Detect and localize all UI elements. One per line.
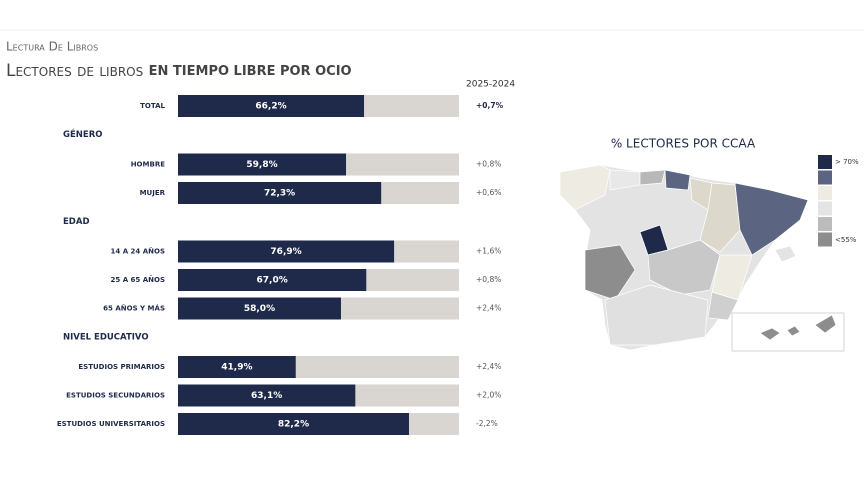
category-label: MUJER: [140, 189, 166, 197]
legend-swatch: [818, 170, 832, 185]
bar: [178, 153, 347, 176]
map-title: % LECTORES POR CCAA: [611, 137, 756, 151]
legend-low: <55%: [835, 236, 857, 244]
value-label: 67,0%: [257, 276, 288, 286]
change-label: +0,8%: [476, 275, 501, 284]
region-murcia: [707, 291, 739, 321]
legend-swatch: [818, 232, 832, 247]
bar: [178, 356, 296, 378]
category-label: HOMBRE: [131, 161, 166, 169]
category-label: ESTUDIOS PRIMARIOS: [78, 363, 165, 371]
region-cataluna: [734, 182, 809, 256]
category-label: ESTUDIOS SECUNDARIOS: [66, 392, 165, 400]
region-extremadura: [584, 244, 636, 301]
legend-swatch: [818, 186, 832, 200]
change-label: +2,4%: [476, 304, 501, 313]
value-label: 72,3%: [264, 189, 295, 199]
region-baleares: [774, 245, 797, 263]
region-castilla-la-mancha: [647, 239, 721, 296]
region-andalucia: [604, 284, 709, 346]
region-canarias: [759, 314, 837, 341]
legend-swatch: [818, 217, 832, 231]
bar: [178, 182, 382, 204]
region-cantabria: [639, 169, 666, 186]
change-header: 2025-2024: [466, 80, 515, 90]
category-label: 65 AÑOS Y MÁS: [103, 304, 165, 313]
bar-chart: TOTAL 66,2% +0,7% GÉNERO HOMBRE 59,8% +0,8% MUJ…: [57, 95, 504, 435]
subtitle: Lectura De Libros: [6, 40, 98, 54]
category-label: TOTAL: [140, 102, 165, 110]
category-label: 25 A 65 AÑOS: [111, 275, 165, 284]
change-label: +0,7%: [476, 101, 504, 110]
bar: [178, 384, 356, 407]
canarias-frame: [731, 312, 845, 352]
change-label: +0,6%: [476, 188, 501, 197]
change-label: +0,8%: [476, 160, 501, 169]
bar: [178, 240, 395, 263]
bar: [178, 269, 367, 291]
value-label: 41,9%: [221, 363, 252, 373]
value-label: 76,9%: [270, 247, 301, 257]
map-legend: > 70% <55%: [818, 155, 859, 247]
bar: [178, 95, 365, 117]
category-label: 14 A 24 AÑOS: [111, 247, 165, 256]
value-label: 59,8%: [246, 160, 277, 170]
value-label: 82,2%: [278, 420, 309, 430]
change-label: -2,2%: [476, 419, 498, 428]
legend-swatch: [818, 155, 832, 169]
title-bold: EN TIEMPO LIBRE POR OCIO: [149, 64, 352, 79]
category-label: ESTUDIOS UNIVERSITARIOS: [57, 420, 165, 428]
legend-high: > 70%: [835, 158, 859, 166]
value-label: 58,0%: [244, 304, 275, 314]
change-label: +2,4%: [476, 362, 501, 371]
value-label: 66,2%: [255, 102, 286, 112]
group-header: EDAD: [63, 217, 90, 227]
region-pais-vasco: [664, 169, 691, 191]
group-header: NIVEL EDUCATIVO: [63, 333, 149, 343]
change-label: +2,0%: [476, 391, 501, 400]
title-light: Lectores de libros: [6, 61, 143, 81]
group-header: GÉNERO: [63, 128, 102, 140]
change-label: +1,6%: [476, 247, 501, 256]
bar: [178, 297, 341, 320]
title: Lectores de libros EN TIEMPO LIBRE POR O…: [6, 61, 352, 81]
map: [559, 164, 845, 352]
region-galicia: [559, 164, 611, 211]
legend-swatch: [818, 201, 832, 216]
value-label: 63,1%: [251, 391, 282, 401]
bar: [178, 413, 409, 435]
